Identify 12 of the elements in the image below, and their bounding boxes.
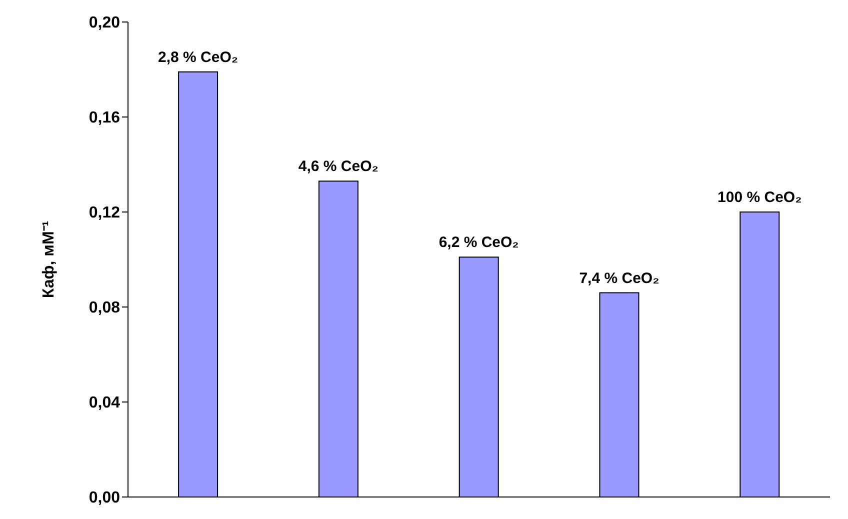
y-tick-label: 0,00 — [88, 490, 120, 507]
y-tick-label: 0,16 — [88, 110, 120, 127]
x-tick-label: 6,2 % CeO₂ — [438, 234, 519, 252]
y-tick-label: 0,08 — [88, 300, 120, 317]
y-axis-title: Каф, мМ⁻¹ — [40, 220, 58, 298]
x-tick-label: 4,6 % CeO₂ — [298, 158, 378, 176]
x-tick-label: 2,8 % CeO₂ — [158, 48, 238, 66]
y-tick-label: 0,04 — [88, 394, 120, 412]
x-tick-label: 100 % CeO₂ — [718, 189, 802, 206]
y-tick-label: 0,20 — [88, 14, 120, 32]
x-tick-label: 7,4 % CeO₂ — [579, 270, 660, 287]
y-tick-label: 0,12 — [88, 204, 120, 222]
